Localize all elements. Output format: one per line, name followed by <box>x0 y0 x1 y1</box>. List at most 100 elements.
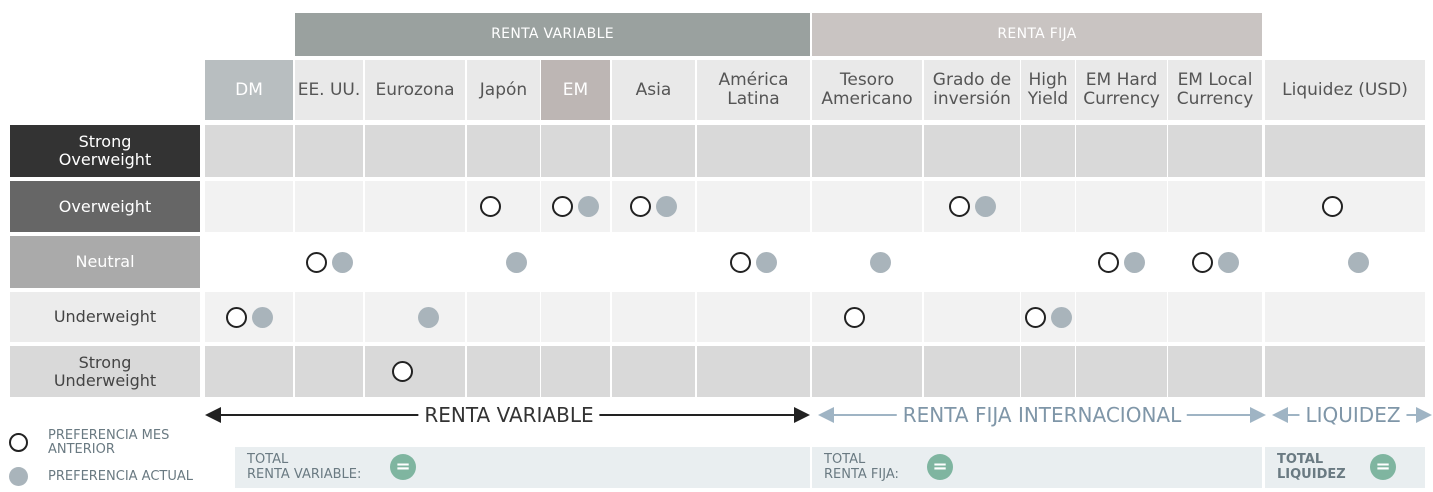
previous-marker <box>948 196 970 217</box>
cell <box>697 346 810 397</box>
legend-marker <box>9 467 28 486</box>
total-label: TOTAL LIQUIDEZ <box>1277 452 1346 482</box>
cell <box>924 181 1020 232</box>
cell <box>1265 292 1425 342</box>
column-header: Tesoro Americano <box>812 60 922 120</box>
previous-marker <box>1321 196 1343 217</box>
cell <box>812 181 922 232</box>
cell <box>1168 181 1262 232</box>
cell <box>1168 125 1262 177</box>
cell <box>365 181 465 232</box>
current-marker <box>578 196 599 217</box>
cell <box>1076 292 1167 342</box>
cell <box>612 125 695 177</box>
cell <box>541 125 610 177</box>
cell <box>1076 236 1167 288</box>
total-sign: = <box>927 454 953 480</box>
previous-marker <box>225 306 247 328</box>
section-label: RENTA VARIABLE <box>418 402 600 428</box>
cell <box>697 292 810 342</box>
cell <box>1168 346 1262 397</box>
cell <box>612 181 695 232</box>
total-sign: = <box>1370 454 1396 480</box>
total-box: TOTAL RENTA FIJA: <box>812 447 1262 488</box>
total-box: TOTAL LIQUIDEZ <box>1265 447 1425 488</box>
group-header: RENTA VARIABLE <box>295 13 810 56</box>
current-marker <box>869 251 891 273</box>
section-label: RENTA FIJA INTERNACIONAL <box>896 402 1188 428</box>
cell <box>1265 125 1425 177</box>
column-header: Eurozona <box>365 60 465 120</box>
previous-marker <box>480 196 501 217</box>
previous-marker <box>552 196 573 217</box>
cell <box>1168 236 1262 288</box>
cell <box>1076 125 1167 177</box>
previous-marker <box>1098 251 1119 273</box>
cell <box>295 292 363 342</box>
previous-marker <box>843 306 865 328</box>
row-label: Neutral <box>10 236 200 288</box>
current-marker <box>1124 251 1145 273</box>
cell <box>697 181 810 232</box>
previous-marker <box>1191 251 1213 273</box>
cell <box>295 346 363 397</box>
cell <box>1265 236 1425 288</box>
previous-marker <box>1024 306 1046 328</box>
current-marker <box>506 251 527 273</box>
row-label: Strong Overweight <box>10 125 200 177</box>
current-marker <box>656 196 677 217</box>
cell <box>365 125 465 177</box>
cell <box>365 346 465 397</box>
cell <box>205 236 293 288</box>
group-header: RENTA FIJA <box>812 13 1262 56</box>
cell <box>1021 346 1075 397</box>
current-marker <box>417 306 439 328</box>
cell <box>541 292 610 342</box>
column-header: DM <box>205 60 293 120</box>
cell <box>1168 292 1262 342</box>
legend-marker <box>9 433 28 452</box>
column-header: EM <box>541 60 610 120</box>
column-header: High Yield <box>1021 60 1075 120</box>
column-header: Japón <box>467 60 540 120</box>
current-marker <box>1217 251 1239 273</box>
column-header: Asia <box>612 60 695 120</box>
cell <box>612 346 695 397</box>
cell <box>365 292 465 342</box>
row-label: Overweight <box>10 181 200 232</box>
cell <box>205 346 293 397</box>
column-header: EM Hard Currency <box>1076 60 1167 120</box>
cell <box>697 125 810 177</box>
current-marker <box>756 251 777 273</box>
cell <box>812 236 922 288</box>
cell <box>1076 346 1167 397</box>
current-marker <box>331 251 353 273</box>
cell <box>365 236 465 288</box>
cell <box>541 236 610 288</box>
previous-marker <box>391 361 413 382</box>
cell <box>924 125 1020 177</box>
previous-marker <box>730 251 751 273</box>
cell <box>1265 346 1425 397</box>
cell <box>1021 125 1075 177</box>
previous-marker <box>630 196 651 217</box>
cell <box>467 181 540 232</box>
cell <box>612 236 695 288</box>
cell <box>467 292 540 342</box>
cell <box>295 125 363 177</box>
total-label: TOTAL RENTA FIJA: <box>824 452 899 482</box>
current-marker <box>1347 251 1369 273</box>
cell <box>924 236 1020 288</box>
total-box: TOTAL RENTA VARIABLE: <box>235 447 810 488</box>
previous-marker <box>305 251 327 273</box>
cell <box>467 346 540 397</box>
row-label: Strong Underweight <box>10 346 200 397</box>
legend-label: PREFERENCIA ACTUAL <box>48 468 194 484</box>
cell <box>1021 236 1075 288</box>
cell <box>697 236 810 288</box>
cell <box>205 292 293 342</box>
row-label: Underweight <box>10 292 200 342</box>
column-header: Grado de inversión <box>924 60 1020 120</box>
column-header: EM Local Currency <box>1168 60 1262 120</box>
